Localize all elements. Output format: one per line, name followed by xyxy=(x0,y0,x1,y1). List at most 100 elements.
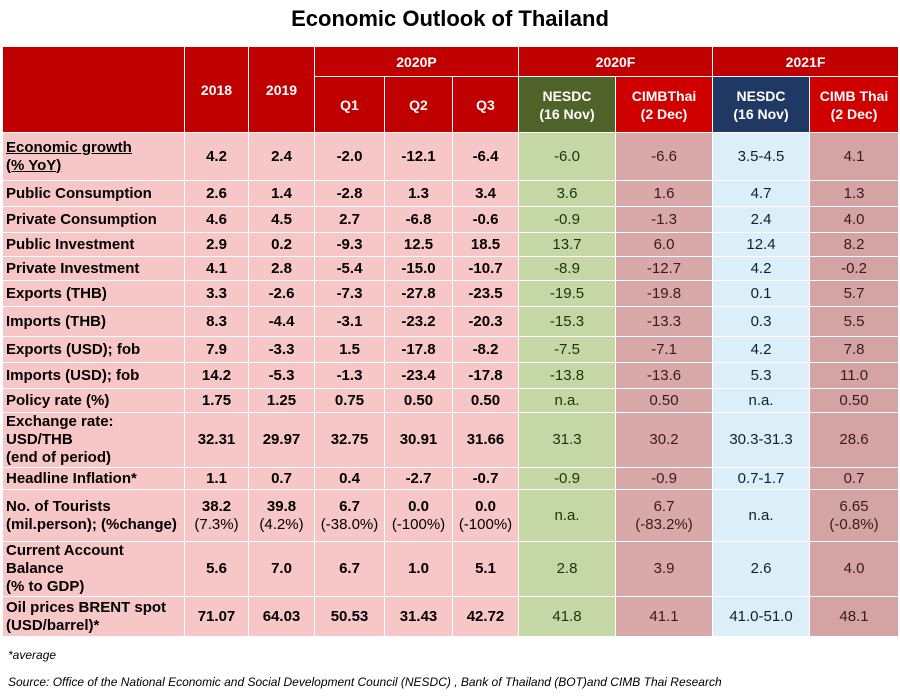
cell-value: 6.7 xyxy=(653,497,675,515)
cell-value: 4.1 xyxy=(206,259,227,277)
cell-value: -7.1 xyxy=(651,340,677,358)
cell-cimb-2020f: 1.6 xyxy=(614,180,714,207)
cell-value: 8.2 xyxy=(843,235,865,253)
table-row: Private Consumption 4.6 4.5 2.7 -6.8 -0.6 -0.9… xyxy=(2,206,900,233)
cell-q1-2020p: -2.8 xyxy=(314,180,385,207)
cell-value: 1.6 xyxy=(653,184,675,202)
cell-value: 5.1 xyxy=(475,560,496,577)
cell-q2-2020p: 1.0 xyxy=(384,541,453,597)
cell-y2019: 29.97 xyxy=(248,412,315,468)
cell-q3-2020p: -20.3 xyxy=(452,306,519,337)
cell-nesdc-2020f: 13.7 xyxy=(518,232,616,257)
cell-q1-2020p: -9.3 xyxy=(314,232,385,257)
cell-y2018: 2.6 xyxy=(184,180,249,207)
cell-value: -13.6 xyxy=(646,366,682,384)
cell-cimb-2021f: 7.8 xyxy=(809,336,900,363)
cell-cimb-2020f: 6.7 (-83.2%) xyxy=(614,489,714,542)
cell-subvalue: (4.2%) xyxy=(259,515,304,533)
cell-q1-2020p: 32.75 xyxy=(314,412,385,468)
cell-q1-2020p: 0.75 xyxy=(314,388,385,413)
cell-value: 0.50 xyxy=(470,391,501,409)
cell-nesdc-2021f: 0.3 xyxy=(712,306,811,337)
cell-value: 18.5 xyxy=(470,235,501,253)
cell-value: 1.3 xyxy=(843,184,865,202)
cell-cimb-2021f: 0.7 xyxy=(809,467,900,490)
cell-value: 30.3-31.3 xyxy=(729,431,793,448)
row-label-line: Headline Inflation* xyxy=(6,469,137,487)
table-row: Public Investment 2.9 0.2 -9.3 12.5 18.5 13.7 6… xyxy=(2,232,900,257)
cell-y2019: 7.0 xyxy=(248,541,315,597)
cell-cimb-2021f: 48.1 xyxy=(809,596,900,637)
row-label-line: Economic growth xyxy=(6,138,132,156)
table-row: Imports (USD); fob 14.2 -5.3 -1.3 -23.4 -17.8… xyxy=(2,362,900,389)
cell-y2019: 1.25 xyxy=(248,388,315,413)
cell-value: -23.5 xyxy=(468,284,503,302)
row-label-line: Imports (THB) xyxy=(6,312,106,330)
header-2020p: 2020P xyxy=(314,46,519,77)
header-2021f: 2021F xyxy=(712,46,900,77)
cell-value: -2.6 xyxy=(268,284,295,302)
cell-value: 7.8 xyxy=(843,340,865,358)
row-label-line: (% to GDP) xyxy=(6,578,85,595)
cell-value: 0.50 xyxy=(403,391,434,409)
cell-cimb-2020f: -13.3 xyxy=(614,306,714,337)
cell-value: 4.2 xyxy=(750,259,772,277)
cell-value: 0.3 xyxy=(750,312,772,330)
cell-value: -0.7 xyxy=(472,469,499,487)
cell-y2019: 64.03 xyxy=(248,596,315,637)
cell-cimb-2021f: 8.2 xyxy=(809,232,900,257)
cell-y2018: 32.31 xyxy=(184,412,249,468)
cell-q3-2020p: -17.8 xyxy=(452,362,519,389)
cell-nesdc-2020f: 31.3 xyxy=(518,412,616,468)
cell-value: 0.0 xyxy=(408,497,429,515)
row-label-line: Policy rate (%) xyxy=(6,391,110,409)
cell-y2019: 1.4 xyxy=(248,180,315,207)
cell-value: -0.9 xyxy=(554,469,580,487)
cell-value: 13.7 xyxy=(552,235,582,253)
cell-q3-2020p: -8.2 xyxy=(452,336,519,363)
row-label: No. of Tourists (mil.person); (%change) xyxy=(2,489,185,542)
cell-value: 3.9 xyxy=(653,560,675,577)
row-label-line: No. of Tourists xyxy=(6,497,111,515)
cell-value: 4.2 xyxy=(750,340,772,358)
row-label-line: Exports (THB) xyxy=(6,284,107,302)
cell-value: 3.4 xyxy=(475,184,496,202)
cell-nesdc-2021f: n.a. xyxy=(712,388,811,413)
cell-y2018: 7.9 xyxy=(184,336,249,363)
cell-q3-2020p: 3.4 xyxy=(452,180,519,207)
cell-nesdc-2020f: -15.3 xyxy=(518,306,616,337)
cell-cimb-2020f: -6.6 xyxy=(614,132,714,181)
cell-value: -6.4 xyxy=(472,147,499,165)
cell-value: -1.3 xyxy=(336,366,363,384)
cell-value: 1.4 xyxy=(271,184,292,202)
cell-value: -17.8 xyxy=(401,340,436,358)
cell-value: 5.6 xyxy=(206,560,227,577)
cell-q1-2020p: 0.4 xyxy=(314,467,385,490)
cell-value: -0.2 xyxy=(841,259,867,277)
cell-y2018: 4.6 xyxy=(184,206,249,233)
cell-q1-2020p: -1.3 xyxy=(314,362,385,389)
cell-value: -19.5 xyxy=(549,284,585,302)
cell-q2-2020p: -2.7 xyxy=(384,467,453,490)
cell-q1-2020p: 6.7 xyxy=(314,541,385,597)
cell-y2018: 4.1 xyxy=(184,256,249,281)
cell-value: 7.9 xyxy=(206,340,227,358)
cell-nesdc-2021f: 4.2 xyxy=(712,336,811,363)
header-2020f-cimb: CIMBThai (2 Dec) xyxy=(614,76,714,133)
cell-value: -6.8 xyxy=(405,210,432,228)
row-label-line: Public Investment xyxy=(6,235,135,253)
header-2020f-nesdc: NESDC (16 Nov) xyxy=(518,76,616,133)
cell-q1-2020p: -3.1 xyxy=(314,306,385,337)
table-row: Private Investment 4.1 2.8 -5.4 -15.0 -10.7 -8… xyxy=(2,256,900,281)
cell-value: -4.4 xyxy=(268,312,295,330)
cell-y2019: 0.2 xyxy=(248,232,315,257)
cell-y2018: 1.1 xyxy=(184,467,249,490)
cell-q3-2020p: 18.5 xyxy=(452,232,519,257)
cell-cimb-2020f: 30.2 xyxy=(614,412,714,468)
cell-value: 6.7 xyxy=(339,560,360,577)
cell-value: -20.3 xyxy=(468,312,503,330)
cell-value: -7.5 xyxy=(554,340,580,358)
cell-nesdc-2020f: 41.8 xyxy=(518,596,616,637)
row-label-line: (end of period) xyxy=(6,449,111,466)
cell-subvalue: (-38.0%) xyxy=(320,515,379,533)
